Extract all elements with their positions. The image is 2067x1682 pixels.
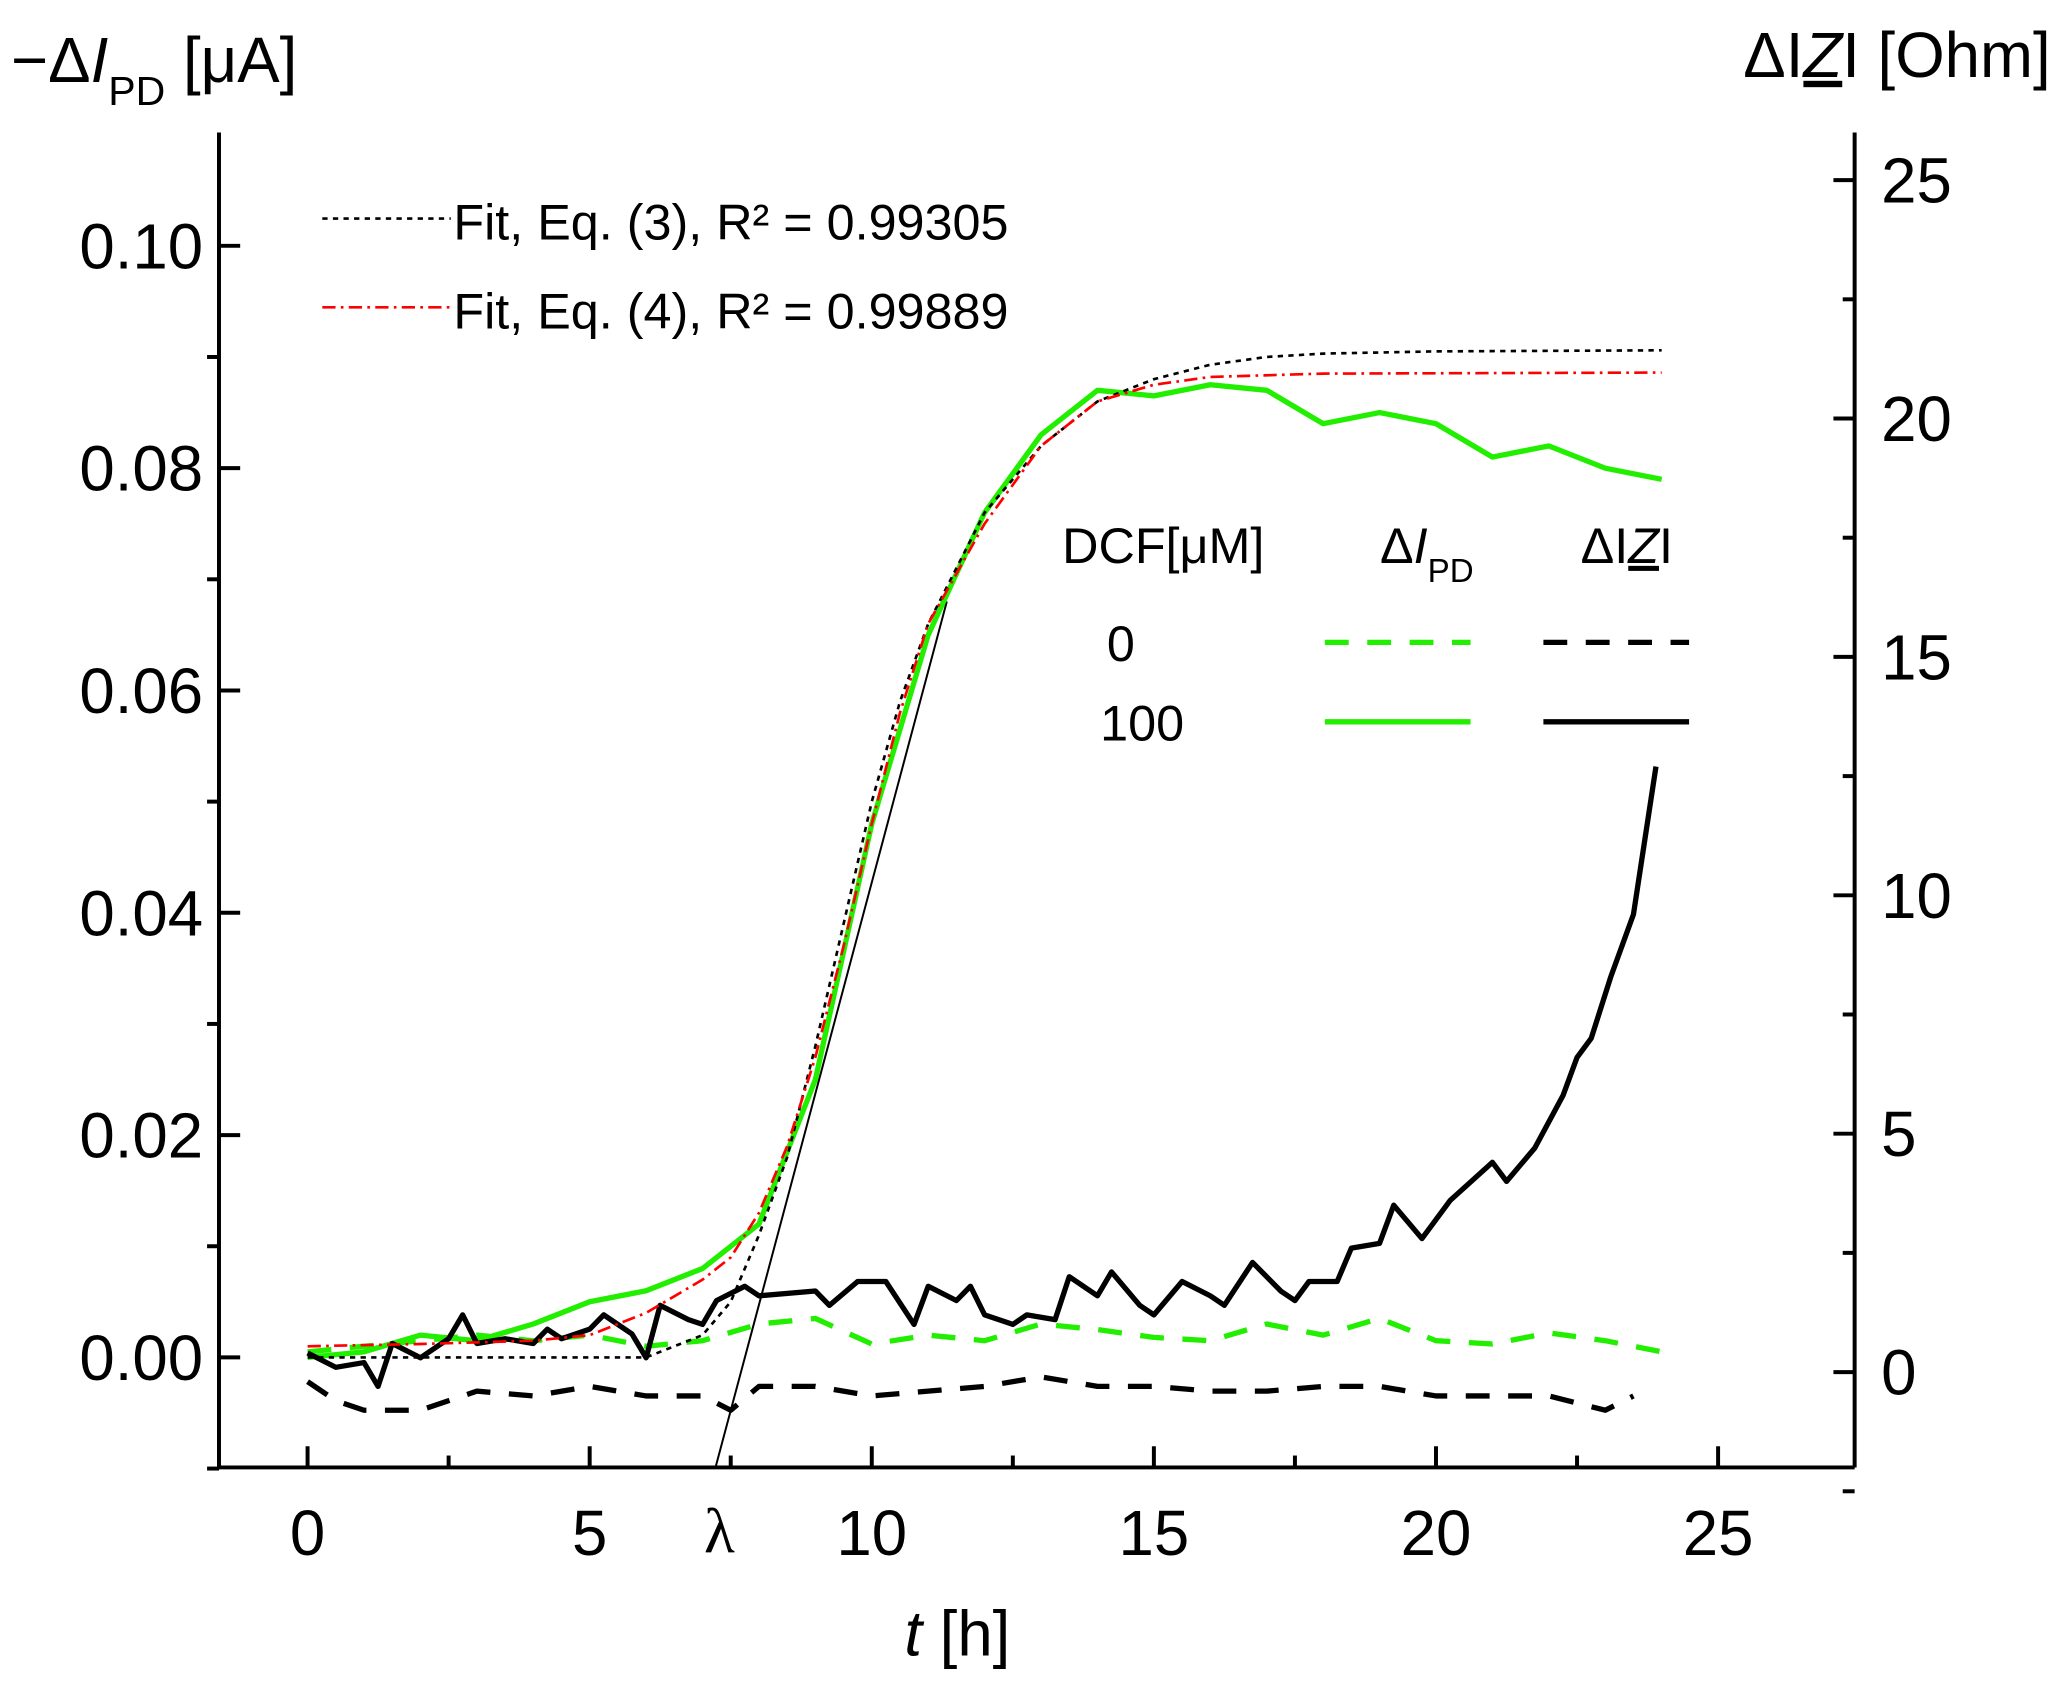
- text-part: DCF[μM]: [1062, 517, 1264, 574]
- y-tick-label: 0.00: [79, 1323, 203, 1394]
- series-line: [307, 382, 1663, 1361]
- text-part: −Δ: [11, 25, 91, 96]
- text-part: I [Ohm]: [1842, 20, 2050, 91]
- text-part: Δ: [1380, 517, 1414, 574]
- series-line: [307, 1315, 1663, 1355]
- series-line: [306, 766, 1659, 1390]
- x-tick-label: 0: [290, 1498, 325, 1569]
- x-tick-label: 10: [836, 1498, 907, 1569]
- text-part: ΔI: [1743, 20, 1803, 91]
- text-part: ΔI: [1581, 517, 1629, 574]
- x-axis-label: t [h]: [904, 1599, 1010, 1670]
- series-line: [307, 371, 1662, 1348]
- x-tick-label: 25: [1683, 1498, 1754, 1569]
- series-line: [306, 1374, 1635, 1413]
- tangent-line: [714, 601, 948, 1468]
- y-tick-label: 0.04: [79, 878, 203, 949]
- series-line: [307, 348, 1662, 1359]
- y2-tick-label: 25: [1881, 146, 1952, 217]
- y2-tick-label: 0: [1881, 1338, 1916, 1409]
- y-tick-label: 0.06: [79, 656, 203, 727]
- y-tick-label: 0.08: [79, 434, 203, 505]
- y-tick-label: 0.02: [79, 1101, 203, 1172]
- text-part: [h]: [922, 1599, 1010, 1670]
- y-tick-label: 0.10: [79, 211, 203, 282]
- y2-tick-label: 10: [1881, 861, 1952, 932]
- y2-tick-label: 5: [1881, 1099, 1916, 1170]
- x-tick-label: 20: [1401, 1498, 1472, 1569]
- text-part: [μA]: [165, 25, 297, 96]
- text-part: Z: [1627, 517, 1661, 574]
- y2-tick-label: 15: [1881, 622, 1952, 693]
- y2-tick-label: 20: [1881, 384, 1952, 455]
- y2-axis-label: ΔIZI [Ohm]: [1743, 20, 2050, 91]
- legend-header: DCF[μM]: [1062, 517, 1264, 574]
- text-part: PD: [1428, 552, 1474, 589]
- text-part: I: [91, 25, 109, 96]
- y-axis-label: −ΔIPD [μA]: [11, 25, 297, 114]
- text-part: PD: [108, 68, 165, 114]
- annotation: λ: [704, 1495, 735, 1566]
- legend-row-label: 0: [1107, 615, 1135, 672]
- legend-label: Fit, Eq. (3), R² = 0.99305: [453, 194, 1008, 251]
- text-part: t: [904, 1599, 924, 1670]
- text-part: I: [1414, 517, 1428, 574]
- text-part: I: [1659, 517, 1673, 574]
- legend-label: Fit, Eq. (4), R² = 0.99889: [453, 282, 1008, 339]
- text-part: Z: [1801, 20, 1844, 91]
- legend-header: ΔIPD: [1380, 517, 1474, 590]
- x-tick-label: 15: [1119, 1498, 1190, 1569]
- legend-row-label: 100: [1100, 694, 1184, 751]
- x-tick-label: 5: [572, 1498, 607, 1569]
- legend-header: ΔIZI: [1581, 517, 1673, 574]
